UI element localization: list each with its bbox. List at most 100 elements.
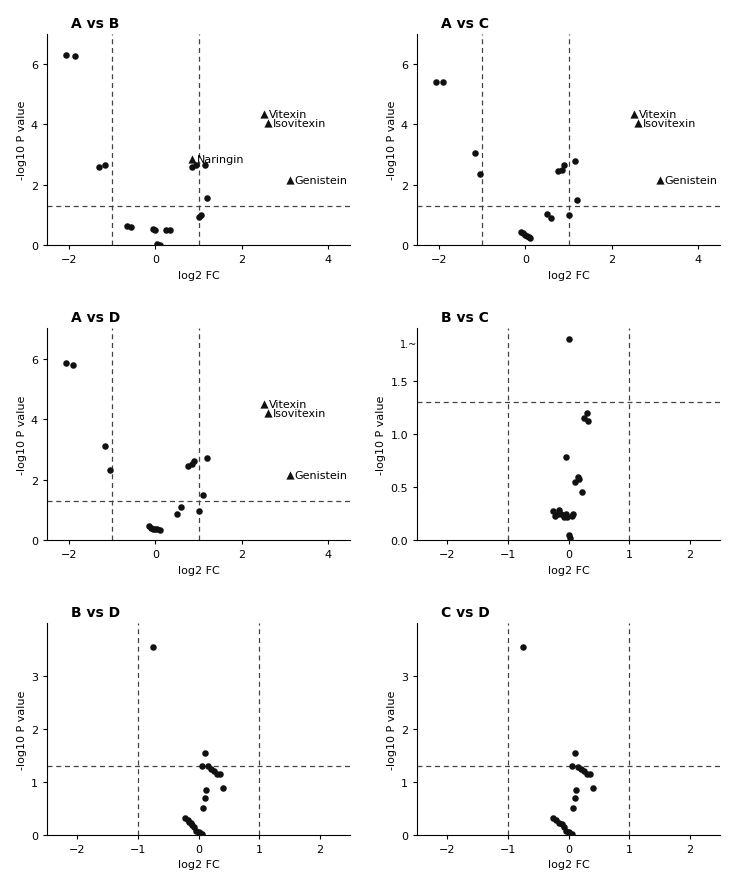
- Y-axis label: -log10 P value: -log10 P value: [16, 689, 27, 769]
- Point: [257, 398, 269, 412]
- Point: [197, 488, 209, 502]
- Point: [69, 51, 81, 65]
- X-axis label: log2 FC: log2 FC: [177, 859, 220, 869]
- Point: [194, 826, 206, 840]
- Point: [474, 168, 486, 183]
- Point: [562, 528, 574, 542]
- Point: [196, 759, 208, 773]
- Point: [283, 469, 295, 483]
- Point: [525, 231, 536, 245]
- Y-axis label: -log10 P value: -log10 P value: [376, 395, 386, 474]
- Point: [211, 767, 223, 781]
- Point: [559, 823, 571, 837]
- Point: [193, 825, 205, 839]
- X-axis label: log2 FC: log2 FC: [548, 270, 589, 281]
- Point: [186, 458, 198, 472]
- Point: [548, 811, 559, 825]
- X-axis label: log2 FC: log2 FC: [177, 565, 220, 575]
- Point: [565, 759, 577, 773]
- Point: [193, 210, 205, 224]
- Point: [515, 225, 527, 239]
- Point: [171, 508, 183, 522]
- Point: [149, 523, 161, 537]
- Point: [257, 107, 269, 121]
- Point: [147, 640, 159, 654]
- Point: [568, 801, 580, 815]
- Point: [180, 811, 191, 825]
- Text: Naringin: Naringin: [197, 155, 245, 165]
- Point: [182, 813, 194, 828]
- Text: B vs D: B vs D: [71, 605, 120, 619]
- Y-axis label: -log10 P value: -log10 P value: [387, 689, 397, 769]
- Point: [578, 765, 590, 779]
- Point: [149, 224, 161, 238]
- Point: [147, 222, 159, 237]
- Point: [188, 820, 200, 834]
- Point: [201, 452, 213, 466]
- Point: [548, 505, 559, 519]
- Point: [190, 823, 202, 837]
- Point: [568, 507, 580, 521]
- Point: [199, 746, 211, 760]
- Point: [565, 509, 577, 523]
- Point: [99, 159, 111, 173]
- Point: [182, 459, 194, 473]
- Point: [582, 415, 594, 429]
- X-axis label: log2 FC: log2 FC: [548, 565, 589, 575]
- Point: [202, 759, 214, 773]
- Point: [154, 239, 165, 253]
- Y-axis label: -log10 P value: -log10 P value: [387, 101, 397, 180]
- Point: [121, 219, 133, 233]
- Point: [578, 412, 590, 426]
- Point: [562, 510, 574, 525]
- Point: [186, 152, 198, 167]
- Point: [568, 746, 580, 760]
- Point: [61, 49, 73, 63]
- Point: [283, 174, 295, 188]
- Point: [199, 790, 211, 804]
- Point: [572, 470, 584, 484]
- Point: [214, 767, 226, 781]
- Point: [556, 817, 568, 831]
- Point: [208, 765, 220, 779]
- Point: [160, 224, 172, 238]
- Point: [145, 521, 157, 535]
- Point: [554, 504, 565, 518]
- Point: [576, 486, 588, 500]
- Point: [564, 827, 576, 841]
- Point: [632, 117, 644, 131]
- Point: [165, 224, 177, 238]
- Point: [549, 509, 561, 523]
- Text: Isovitexin: Isovitexin: [643, 119, 697, 128]
- Point: [154, 524, 165, 538]
- Text: Isovitexin: Isovitexin: [273, 119, 326, 128]
- X-axis label: log2 FC: log2 FC: [177, 270, 220, 281]
- Point: [558, 159, 570, 173]
- Point: [201, 192, 213, 206]
- Point: [99, 439, 111, 454]
- Text: Genistein: Genistein: [665, 176, 718, 186]
- Point: [175, 500, 187, 514]
- Point: [183, 814, 195, 828]
- Point: [199, 159, 211, 173]
- Point: [262, 117, 274, 131]
- Point: [654, 174, 666, 188]
- Point: [556, 163, 568, 177]
- Point: [558, 510, 570, 525]
- Point: [555, 507, 567, 521]
- Point: [61, 357, 73, 371]
- Point: [197, 801, 209, 815]
- Point: [125, 221, 137, 235]
- Point: [574, 472, 585, 486]
- Point: [554, 816, 565, 830]
- Point: [205, 762, 217, 776]
- Point: [188, 455, 200, 469]
- Text: B vs C: B vs C: [441, 311, 489, 325]
- Text: 1.~: 1.~: [400, 340, 417, 350]
- Text: Genistein: Genistein: [295, 176, 348, 186]
- Point: [142, 520, 154, 534]
- Point: [470, 147, 482, 161]
- Point: [569, 154, 581, 168]
- Point: [186, 816, 197, 830]
- Point: [147, 522, 159, 536]
